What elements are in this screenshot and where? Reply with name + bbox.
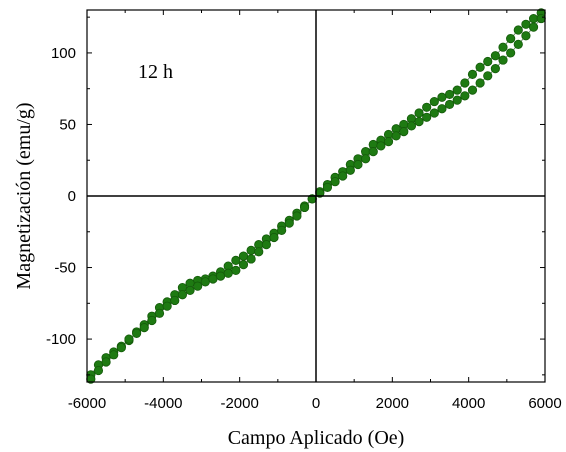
data-point [238,251,249,261]
data-point [528,13,539,24]
data-point [299,202,310,213]
data-point [246,245,256,255]
data-point [452,85,462,95]
data-point [429,96,439,107]
data-point [116,343,126,353]
data-point [506,48,516,58]
x-tick-label: 2000 [376,395,409,412]
data-point [467,69,478,79]
data-point [284,218,294,228]
data-point [93,365,104,376]
data-point [422,112,432,122]
data-point [498,42,508,52]
data-layer [86,8,546,384]
data-point [269,232,279,243]
data-point [147,315,157,326]
data-point [460,78,470,88]
data-point [177,290,188,300]
data-point [353,159,363,170]
data-point [414,108,424,118]
data-point [238,260,249,270]
x-tick-label: -6000 [68,395,106,412]
data-point [498,55,508,65]
data-point [483,71,493,81]
data-point [460,91,470,101]
data-point [368,147,378,157]
tick-marks [86,10,546,382]
annotation-label: 12 h [138,61,173,83]
data-point [452,95,462,105]
data-point [536,13,546,24]
data-point [490,64,500,74]
data-point [162,301,172,311]
data-point [223,268,233,278]
data-point [391,131,401,141]
data-point [208,274,218,284]
y-tick-label: 50 [59,116,76,133]
data-point [200,277,210,287]
data-point [444,89,455,100]
data-point [231,265,241,275]
data-point [185,285,195,296]
data-point [521,31,531,41]
data-point [521,19,531,29]
data-point [101,357,111,367]
y-tick-label: 0 [68,188,76,205]
y-tick-label: 100 [51,45,76,62]
data-point [383,137,394,147]
data-point [345,165,355,175]
data-point [109,350,119,360]
y-tick-label: -100 [46,331,76,348]
data-point [139,323,149,333]
data-point [330,177,340,187]
data-point [513,39,523,49]
x-tick-label: -4000 [144,395,182,412]
y-tick-label: -50 [54,260,76,277]
data-point [414,117,424,127]
data-point [292,211,302,221]
data-point [215,271,226,281]
data-point [170,295,180,306]
data-point [231,255,241,265]
x-tick-label: 4000 [452,395,485,412]
data-point [277,225,287,235]
data-point [506,34,516,44]
x-tick-label: -2000 [220,395,258,412]
data-point [483,56,493,67]
data-point [376,141,386,151]
data-point [254,247,264,257]
tick-labels: -6000 -4000 -2000 0 2000 4000 6000 -100 -50 0 50 10… [46,45,562,412]
data-point [132,328,142,338]
data-point [437,92,447,102]
x-tick-label: 0 [312,395,320,412]
data-point [467,85,478,95]
x-axis-title: Campo Aplicado (Oe) [228,427,405,449]
data-point [399,127,409,137]
data-point [261,240,271,250]
x-tick-label: 6000 [528,395,561,412]
data-point [490,51,500,61]
y-axis-title: Magnetización (emu/g) [13,102,35,289]
data-point [338,171,348,181]
data-point [422,102,432,112]
data-point [246,254,256,264]
data-point [322,182,333,193]
data-point [124,334,134,344]
data-point [154,308,165,318]
data-point [513,25,523,35]
data-point [475,78,485,88]
data-point [361,154,371,164]
data-point [475,62,485,72]
data-point [406,121,417,131]
data-point [193,281,203,291]
data-point [528,22,539,32]
data-point [437,104,447,114]
data-point [429,108,439,118]
data-point [444,99,455,110]
